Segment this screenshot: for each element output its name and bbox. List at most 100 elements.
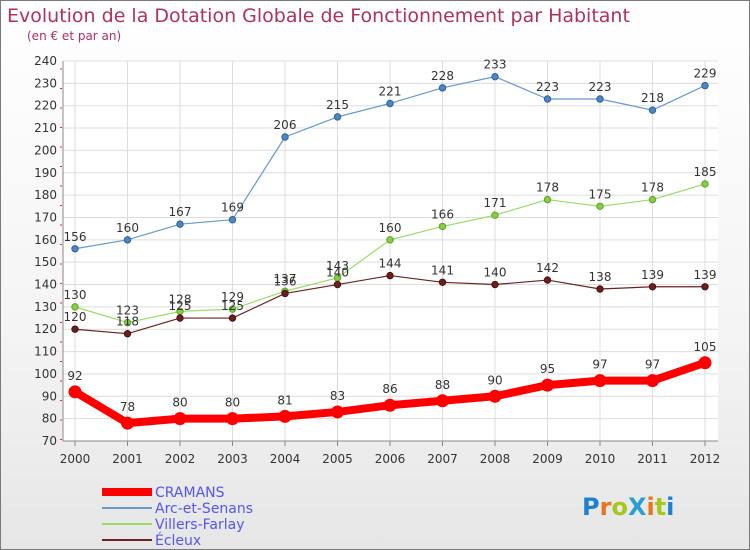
data-label: 171	[484, 196, 507, 210]
data-point	[701, 81, 709, 90]
data-label: 229	[694, 67, 717, 81]
data-point	[123, 236, 132, 244]
data-label: 166	[431, 207, 454, 221]
data-label: 81	[277, 393, 292, 407]
data-point	[491, 280, 499, 289]
data-point	[333, 113, 342, 121]
data-point	[648, 195, 657, 204]
data-point	[71, 303, 79, 311]
data-label: 105	[694, 340, 717, 354]
data-label: 125	[169, 299, 192, 313]
data-point	[71, 325, 79, 333]
x-tick-label: 2011	[637, 452, 668, 466]
proxiti-logo: ProXiti	[582, 493, 674, 521]
data-label: 178	[536, 181, 559, 195]
data-label: 123	[116, 304, 139, 318]
data-label: 215	[326, 98, 349, 112]
legend-label: Écleux	[155, 532, 201, 549]
x-tick-label: 2010	[585, 452, 616, 466]
y-tick-label: 210	[34, 121, 57, 135]
data-point	[698, 356, 712, 370]
data-point	[176, 314, 184, 322]
data-point	[543, 276, 552, 284]
chart-subtitle: (en € et par an)	[27, 29, 122, 43]
data-label: 167	[169, 205, 192, 219]
data-point	[596, 202, 604, 210]
series-villers-farlay: 130 123 128 129 137 143 160 166 171 178 175 178 185	[64, 165, 717, 327]
data-point	[438, 84, 447, 92]
y-tick-label: 130	[34, 300, 57, 314]
data-label: 97	[592, 358, 607, 372]
x-tick-label: 2012	[690, 452, 721, 466]
data-label: 221	[379, 84, 402, 98]
y-tick-label: 190	[34, 166, 57, 180]
data-point	[333, 280, 342, 289]
y-tick-label: 140	[34, 278, 57, 292]
data-point	[383, 398, 397, 412]
data-point	[543, 195, 552, 204]
y-tick-label: 180	[34, 188, 57, 202]
y-tick-label: 120	[34, 322, 57, 336]
data-label: 138	[589, 270, 612, 284]
data-label: 160	[379, 221, 402, 235]
data-label: 80	[172, 396, 187, 410]
data-point	[121, 416, 134, 430]
data-label: 156	[64, 230, 87, 244]
data-label: 223	[536, 80, 559, 94]
data-point	[123, 330, 132, 338]
x-tick-label: 2008	[480, 452, 511, 466]
x-tick-label: 2003	[217, 452, 248, 466]
data-point	[386, 236, 394, 244]
data-point	[701, 283, 709, 291]
series--cleux: 120 118 125 125 136 140 144 141 140 142 138 139 139	[64, 257, 716, 338]
data-point	[228, 216, 237, 224]
data-point	[593, 374, 607, 388]
data-label: 185	[694, 165, 717, 179]
data-label: 175	[589, 187, 612, 201]
data-label: 233	[484, 58, 507, 72]
data-label: 130	[64, 288, 87, 302]
data-label: 120	[64, 310, 87, 324]
data-label: 128	[169, 292, 192, 306]
data-label: 160	[116, 221, 139, 235]
data-point	[543, 95, 552, 103]
data-label: 95	[540, 362, 555, 376]
data-point	[386, 99, 394, 108]
y-tick-label: 220	[34, 99, 57, 113]
data-point	[701, 180, 709, 188]
data-point	[386, 271, 394, 280]
data-label: 137	[274, 272, 297, 286]
data-point	[646, 374, 659, 388]
data-label: 218	[641, 91, 664, 105]
data-point	[123, 318, 132, 327]
y-tick-label: 100	[34, 367, 57, 381]
series-cramans: 92 78 80 80 81 83 86 88 90 95 97 97 105	[67, 340, 717, 430]
data-point	[68, 385, 82, 399]
y-tick-label: 110	[34, 345, 57, 359]
data-label: 97	[645, 358, 660, 372]
y-tick-label: 240	[34, 54, 57, 68]
data-label: 223	[589, 80, 612, 94]
data-point	[331, 405, 344, 419]
data-label: 78	[120, 400, 135, 414]
data-point	[281, 133, 289, 141]
x-tick-label: 2005	[322, 452, 353, 466]
data-label: 80	[225, 396, 240, 410]
data-label: 88	[435, 378, 450, 392]
data-label: 118	[116, 315, 139, 329]
data-label: 142	[536, 261, 559, 275]
data-label: 228	[431, 69, 454, 83]
data-point	[488, 389, 502, 403]
x-tick-label: 2000	[60, 452, 91, 466]
x-tick-label: 2009	[532, 452, 563, 466]
data-label: 83	[330, 389, 345, 403]
data-label: 92	[67, 369, 82, 383]
data-point	[491, 211, 499, 219]
chart-title: Evolution de la Dotation Globale de Fonc…	[7, 5, 630, 27]
data-point	[438, 278, 447, 286]
data-point	[176, 220, 184, 228]
data-label: 136	[274, 274, 297, 288]
data-point	[541, 378, 554, 392]
